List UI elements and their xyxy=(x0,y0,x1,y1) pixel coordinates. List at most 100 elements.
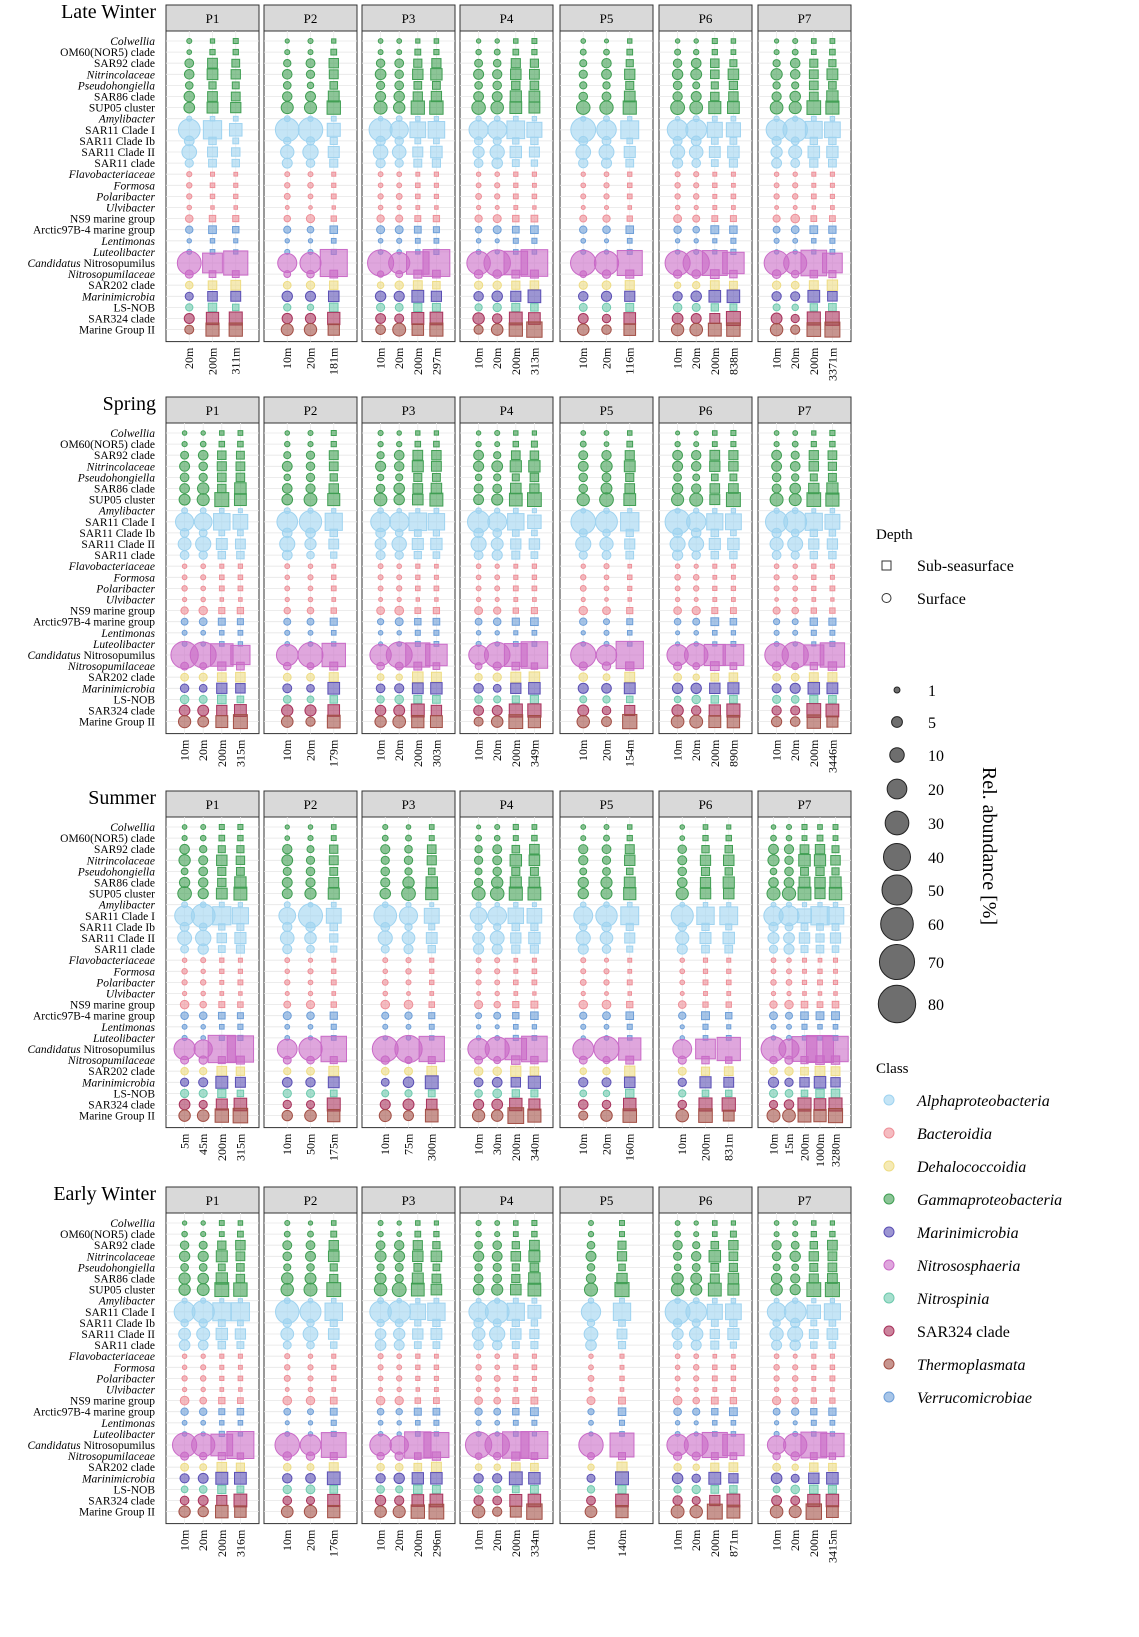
abundance-bubble xyxy=(674,38,681,44)
abundance-bubble xyxy=(433,116,440,122)
abundance-bubble xyxy=(207,302,218,313)
abundance-bubble xyxy=(475,585,482,592)
abundance-bubble xyxy=(395,270,404,279)
abundance-bubble xyxy=(829,38,836,44)
abundance-bubble xyxy=(618,1263,626,1272)
abundance-bubble xyxy=(331,968,337,974)
abundance-bubble xyxy=(580,1023,587,1030)
abundance-bubble xyxy=(178,493,191,506)
depth-tick-label: 20m xyxy=(490,739,504,761)
abundance-bubble xyxy=(580,596,586,603)
abundance-bubble xyxy=(808,450,819,461)
abundance-bubble xyxy=(527,289,542,304)
abundance-bubble xyxy=(811,171,817,177)
taxon-label: LS-NOB xyxy=(113,1484,155,1496)
abundance-bubble xyxy=(306,81,315,90)
abundance-bubble xyxy=(625,1055,635,1065)
abundance-bubble xyxy=(374,1494,387,1507)
abundance-bubble xyxy=(810,1341,818,1349)
abundance-bubble xyxy=(691,550,701,560)
abundance-bubble xyxy=(473,269,484,279)
abundance-bubble xyxy=(394,225,404,235)
abundance-bubble xyxy=(691,606,701,616)
abundance-bubble xyxy=(331,991,337,996)
abundance-bubble xyxy=(304,90,317,103)
abundance-bubble xyxy=(494,574,501,581)
abundance-bubble xyxy=(602,1089,611,1098)
abundance-bubble xyxy=(619,1353,625,1359)
abundance-bubble xyxy=(672,1495,683,1506)
abundance-bubble xyxy=(184,280,194,290)
abundance-bubble xyxy=(219,1364,225,1370)
abundance-bubble xyxy=(673,1407,682,1417)
abundance-bubble xyxy=(729,59,738,68)
abundance-bubble xyxy=(698,1108,713,1123)
abundance-bubble xyxy=(603,834,610,842)
abundance-bubble xyxy=(623,493,637,506)
abundance-bubble xyxy=(430,482,443,495)
depth-tick-label: 10m xyxy=(280,739,294,761)
abundance-bubble xyxy=(395,192,403,200)
abundance-bubble xyxy=(727,101,740,114)
season-title: Summer xyxy=(88,787,156,809)
abundance-bubble xyxy=(282,921,293,933)
abundance-bubble xyxy=(512,1397,520,1405)
abundance-bubble xyxy=(200,1220,206,1226)
abundance-bubble xyxy=(623,312,637,325)
abundance-bubble xyxy=(578,302,588,312)
abundance-bubble xyxy=(433,585,440,592)
depth-tick-label: 200m xyxy=(206,347,220,375)
depth-tick-label: 181m xyxy=(327,347,341,375)
abundance-bubble xyxy=(329,922,339,932)
abundance-bubble xyxy=(528,1250,541,1263)
abundance-bubble xyxy=(708,146,721,158)
abundance-bubble xyxy=(798,932,811,944)
abundance-bubble xyxy=(396,237,403,244)
abundance-bubble xyxy=(624,290,636,302)
abundance-bubble xyxy=(198,605,208,616)
abundance-bubble xyxy=(305,1451,316,1461)
depth-tick-label: 10m xyxy=(280,347,294,369)
taxon-label: Arctic97B-4 marine group xyxy=(33,617,155,629)
abundance-bubble xyxy=(207,146,218,158)
abundance-bubble xyxy=(305,1099,316,1110)
abundance-bubble xyxy=(771,291,782,302)
taxon-label: NS9 marine group xyxy=(70,1000,155,1012)
abundance-bubble xyxy=(813,1076,827,1089)
abundance-bubble xyxy=(727,682,740,695)
abundance-bubble xyxy=(580,957,587,964)
abundance-bubble xyxy=(528,460,541,473)
abundance-bubble xyxy=(216,932,228,944)
abundance-bubble xyxy=(327,493,341,507)
abundance-bubble xyxy=(427,1056,436,1065)
abundance-bubble xyxy=(586,1495,596,1506)
abundance-bubble xyxy=(784,1011,794,1020)
abundance-bubble xyxy=(725,979,732,986)
abundance-bubble xyxy=(789,1339,801,1351)
abundance-bubble xyxy=(603,1023,610,1030)
abundance-bubble xyxy=(772,1318,781,1328)
abundance-bubble xyxy=(579,695,588,704)
abundance-bubble xyxy=(772,214,781,223)
abundance-bubble xyxy=(186,193,193,200)
abundance-bubble xyxy=(679,824,686,830)
abundance-bubble xyxy=(306,1066,315,1076)
abundance-bubble xyxy=(237,508,243,514)
depth-tick-label: 200m xyxy=(411,1529,425,1557)
abundance-bubble xyxy=(215,1075,229,1089)
abundance-bubble xyxy=(492,1262,502,1272)
abundance-bubble xyxy=(710,672,720,682)
abundance-bubble xyxy=(219,574,225,581)
abundance-bubble xyxy=(493,1011,502,1020)
abundance-bubble xyxy=(675,930,690,946)
abundance-bubble xyxy=(726,322,741,337)
abundance-bubble xyxy=(494,823,501,831)
abundance-bubble xyxy=(699,1076,712,1089)
abundance-bubble xyxy=(773,1386,780,1393)
abundance-bubble xyxy=(432,551,441,559)
abundance-bubble xyxy=(809,1241,818,1250)
abundance-bubble xyxy=(493,606,502,615)
abundance-bubble xyxy=(415,1353,421,1359)
abundance-bubble xyxy=(412,1240,423,1251)
